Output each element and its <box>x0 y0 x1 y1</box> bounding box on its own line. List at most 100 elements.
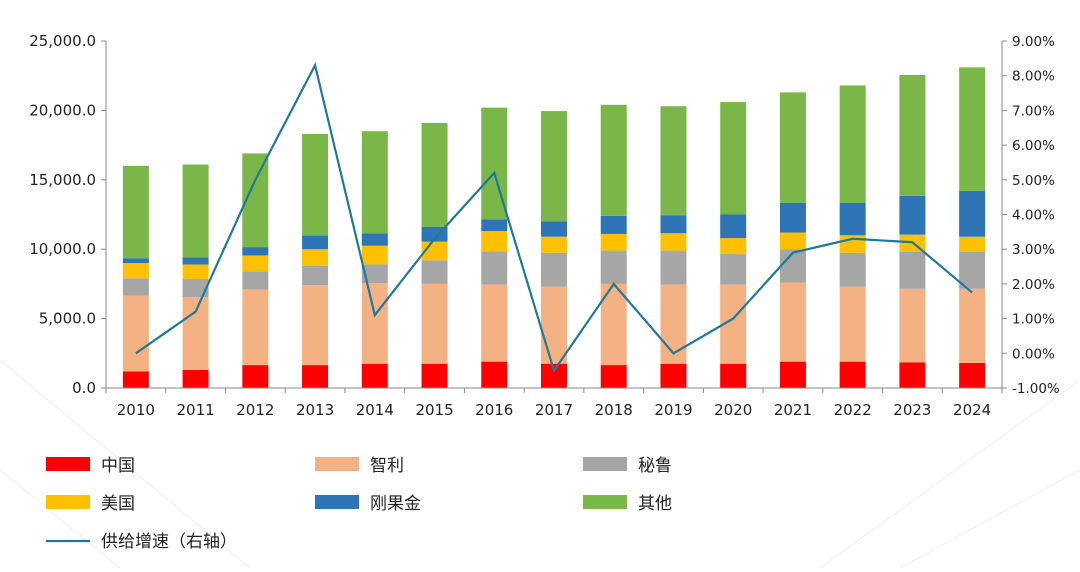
bar-segment <box>541 236 567 253</box>
bar-segment <box>242 271 269 290</box>
bar-segment <box>361 131 388 234</box>
bar-segment <box>779 202 806 233</box>
bar-segment <box>242 365 269 388</box>
bar-segment <box>481 231 508 252</box>
bar-segment <box>421 122 448 227</box>
bar-segment <box>541 252 567 287</box>
bar-segment <box>361 245 388 265</box>
x-tick-label: 2019 <box>654 401 692 419</box>
bar-segment <box>182 297 209 370</box>
bar-segment <box>122 165 149 259</box>
bar-segment <box>182 164 209 258</box>
bar-segment <box>421 260 448 284</box>
left-tick-label: 25,000.0 <box>29 32 96 50</box>
bar-segment <box>660 363 687 388</box>
bar-segment <box>481 251 508 285</box>
x-tick-label: 2023 <box>893 401 931 419</box>
bar-segment <box>421 363 448 388</box>
legend-item: 其他 <box>583 494 672 514</box>
bar-segment <box>302 249 329 266</box>
bar-segment <box>899 362 926 388</box>
x-tick-label: 2011 <box>177 401 215 419</box>
legend-label: 中国 <box>101 456 135 476</box>
legend-item: 中国 <box>46 456 135 476</box>
left-tick-label: 15,000.0 <box>29 171 96 189</box>
bar-segment <box>182 369 209 388</box>
legend-item: 美国 <box>46 494 135 514</box>
background-decoration <box>0 359 1080 569</box>
bar-segment <box>361 233 388 246</box>
bar-segment <box>720 238 747 255</box>
bar-segment <box>779 232 806 250</box>
x-tick-label: 2022 <box>834 401 872 419</box>
bar-segment <box>242 247 269 256</box>
x-tick-label: 2013 <box>296 401 334 419</box>
x-tick-label: 2010 <box>117 401 155 419</box>
bar-segment <box>660 233 687 251</box>
bar-segment <box>182 264 209 280</box>
bar-segment <box>660 284 687 364</box>
bar-segment <box>839 252 866 287</box>
legend-swatch <box>583 495 627 509</box>
bar-segment <box>899 195 926 235</box>
bar-segment <box>361 363 388 388</box>
bar-segment <box>541 286 567 364</box>
bar-segment <box>302 235 329 250</box>
bar-segment <box>779 282 806 362</box>
legend-item: 秘鲁 <box>583 456 672 476</box>
legend-label: 供给增速（右轴） <box>101 532 237 552</box>
axes-layer: 0.0 5,000.0 10,000.0 15,000.0 20,000.0 25,000… <box>29 32 1060 419</box>
bar-segment <box>779 92 806 203</box>
bar-segment <box>720 102 747 215</box>
bar-segment <box>600 233 627 251</box>
legend-swatch <box>46 495 90 509</box>
bar-segment <box>899 288 926 363</box>
bar-segment <box>899 251 926 289</box>
bar-segment <box>660 215 687 234</box>
right-tick-label: 1.00% <box>1012 312 1055 328</box>
bar-segment <box>541 221 567 237</box>
bar-segment <box>361 264 388 284</box>
bar-segment <box>361 283 388 364</box>
right-tick-label: -1.00% <box>1012 381 1060 397</box>
bar-segment <box>600 104 627 216</box>
legend-label: 美国 <box>101 494 135 514</box>
bar-segment <box>600 215 627 234</box>
bar-segment <box>959 363 986 388</box>
legend-item: 智利 <box>315 456 404 476</box>
bar-segment <box>541 111 567 222</box>
legend-item: 供给增速（右轴） <box>46 532 237 552</box>
right-tick-label: 2.00% <box>1012 277 1055 293</box>
right-tick-label: 7.00% <box>1012 103 1055 119</box>
bar-segment <box>242 289 269 366</box>
bar-segment <box>122 263 149 279</box>
legend-swatch <box>46 457 90 471</box>
x-tick-label: 2020 <box>714 401 752 419</box>
right-tick-label: 6.00% <box>1012 138 1055 154</box>
bar-segment <box>122 278 149 296</box>
left-tick-label: 5,000.0 <box>39 310 96 328</box>
bar-segment <box>242 255 269 272</box>
background-line <box>819 379 1080 569</box>
x-tick-label: 2021 <box>774 401 812 419</box>
x-tick-label: 2017 <box>535 401 573 419</box>
bar-segment <box>959 251 986 289</box>
bar-segment <box>839 85 866 203</box>
left-tick-label: 10,000.0 <box>29 240 96 258</box>
bar-segment <box>481 219 508 232</box>
bar-segment <box>720 363 747 388</box>
bar-segment <box>660 250 687 285</box>
bar-segment <box>182 279 209 298</box>
growth-rate-line <box>135 62 973 374</box>
bar-segment <box>122 371 149 388</box>
right-tick-label: 8.00% <box>1012 69 1055 85</box>
bar-segment <box>720 214 747 239</box>
bar-segment <box>899 75 926 196</box>
bar-segment <box>302 365 329 388</box>
bar-segment <box>302 265 329 286</box>
bar-segment <box>421 283 448 364</box>
x-tick-label: 2015 <box>415 401 453 419</box>
background-line <box>0 359 251 569</box>
legend-swatch <box>315 457 359 471</box>
